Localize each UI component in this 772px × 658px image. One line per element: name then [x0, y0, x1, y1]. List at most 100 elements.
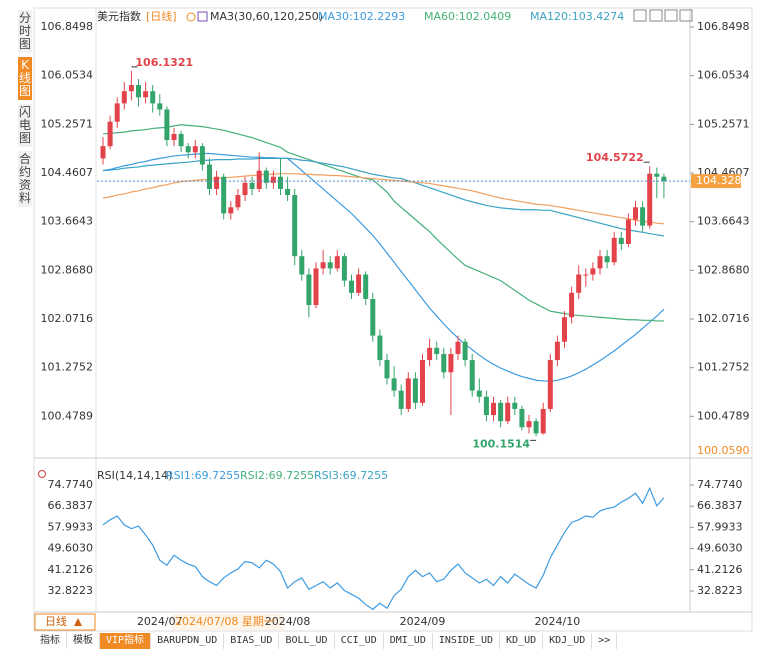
icon[interactable] — [649, 9, 663, 22]
candle-body — [618, 237, 624, 244]
y-tick-label: 32.8223 — [48, 584, 94, 597]
y-tick-label: 66.3837 — [697, 499, 743, 512]
tab[interactable]: VIP指标 — [100, 633, 152, 649]
settings-icon[interactable] — [38, 470, 46, 478]
candle-body — [384, 360, 390, 379]
candle-body — [150, 91, 156, 104]
y-tick-label: 49.6030 — [48, 542, 94, 555]
candle-body — [278, 176, 283, 189]
candle-body — [100, 146, 106, 159]
y-tick-label: 103.6643 — [697, 215, 750, 228]
tab[interactable]: KDJ_UD — [543, 633, 593, 649]
candle-body — [270, 176, 276, 183]
candle-body — [341, 256, 347, 281]
tab[interactable]: >> — [592, 633, 618, 649]
ma-line — [102, 157, 665, 237]
y-tick-label: 57.9933 — [697, 520, 743, 533]
candle-body — [476, 390, 482, 397]
side-tab[interactable]: K线图 — [18, 57, 32, 100]
candle-body — [611, 237, 617, 263]
candle-body — [661, 176, 667, 182]
candle-body — [334, 256, 340, 269]
side-tab[interactable]: 闪电图 — [18, 104, 32, 147]
x-tick-label: 2024/10 — [535, 615, 581, 628]
icon[interactable] — [679, 9, 693, 22]
period-label: 日线 — [45, 614, 67, 628]
candle-body — [547, 360, 553, 409]
candle-body — [214, 176, 220, 189]
side-tab[interactable]: 合约资料 — [18, 151, 32, 207]
y-tick-label: 105.2571 — [41, 117, 94, 130]
last-price-label: 104.3285 — [696, 174, 749, 187]
y-tick-label: 41.2126 — [697, 563, 743, 576]
ma-line — [102, 173, 664, 225]
tab[interactable]: 指标 — [34, 633, 67, 649]
y-tick-label: 106.8498 — [41, 20, 94, 33]
candle-body — [285, 188, 291, 196]
add-icon[interactable] — [186, 12, 196, 22]
candle-body — [157, 103, 163, 110]
candle-body — [242, 182, 248, 196]
legend-entry: RSI3:69.7255 — [314, 469, 388, 482]
candle-body — [405, 378, 411, 409]
legend-entry: RSI2:69.7255 — [240, 469, 314, 482]
extreme-label: 100.1514 — [472, 437, 530, 450]
tab[interactable]: BOLL_UD — [279, 633, 335, 649]
candle-body — [512, 402, 518, 409]
y-tick-label: 74.7740 — [48, 478, 94, 491]
tab[interactable]: DMI_UD — [384, 633, 433, 649]
candle-body — [654, 173, 660, 177]
y-tick-label: 101.2752 — [41, 361, 94, 374]
candle-body — [562, 317, 567, 342]
extreme-label: 106.1321 — [135, 56, 193, 69]
tab[interactable]: BIAS_UD — [224, 633, 280, 649]
candle-body — [121, 91, 127, 104]
candle-body — [320, 262, 326, 269]
tab[interactable]: 模板 — [67, 633, 100, 649]
x-tick-label: 2024/09 — [400, 615, 446, 628]
candle-body — [107, 121, 113, 147]
tab[interactable]: INSIDE_UD — [433, 633, 501, 649]
y-tick-label: 74.7740 — [697, 478, 743, 491]
candle-body — [483, 396, 489, 416]
y-tick-label: 106.0534 — [697, 69, 750, 82]
candle-body — [597, 256, 603, 269]
candle-body — [498, 402, 504, 422]
y-tick-label: 102.8680 — [697, 263, 750, 276]
tab[interactable]: BARUPDN_UD — [151, 633, 225, 649]
y-tick-label: 103.6643 — [41, 215, 94, 228]
extreme-label: 104.5722 — [586, 151, 644, 164]
y-tick-label: 104.4607 — [41, 166, 94, 179]
y-tick-label: 101.2752 — [697, 361, 750, 374]
candle-body — [640, 207, 646, 226]
cursor-date: 2024/07/08 星期一 — [175, 615, 275, 628]
candle-body — [249, 182, 255, 189]
indicator-name: MA3(30,60,120,250) — [210, 10, 323, 23]
candle-body — [377, 335, 383, 361]
side-tab[interactable]: 分时图 — [18, 10, 32, 53]
toolbar-icons — [633, 9, 693, 22]
candle-body — [178, 133, 184, 147]
tab[interactable]: CCI_UD — [335, 633, 384, 649]
candle-body — [540, 408, 546, 434]
candle-body — [164, 109, 170, 141]
candle-body — [569, 292, 575, 318]
candle-body — [441, 353, 447, 373]
tab[interactable]: KD_UD — [500, 633, 544, 649]
icon[interactable] — [664, 9, 678, 22]
candle-body — [171, 133, 177, 141]
last-price-box — [691, 174, 741, 189]
legend-entry: MA30:102.2293 — [318, 10, 405, 23]
candle-body — [420, 360, 425, 403]
ma-line — [102, 152, 665, 383]
y-tick-label: 102.0716 — [41, 312, 94, 325]
y-tick-label: 66.3837 — [48, 499, 94, 512]
y-tick-label: 57.9933 — [48, 520, 94, 533]
candle-body — [647, 173, 653, 226]
icon[interactable] — [633, 9, 647, 22]
candle-body — [235, 195, 241, 208]
candle-body — [143, 91, 149, 98]
candle-body — [128, 85, 134, 92]
indicator-icon[interactable] — [197, 11, 208, 22]
